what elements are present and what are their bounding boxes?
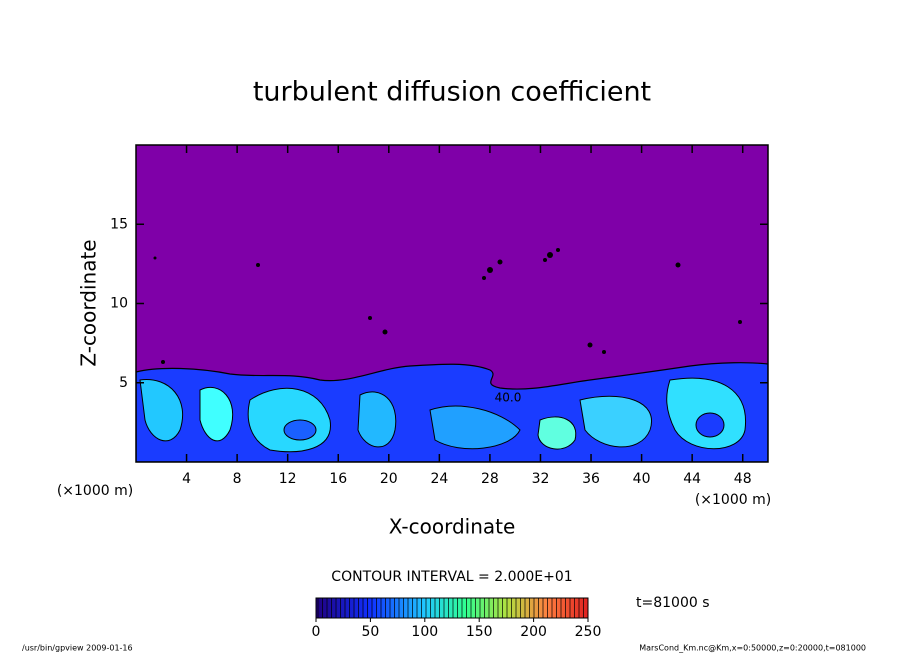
contour-interval: CONTOUR INTERVAL = 2.000E+01: [331, 569, 572, 585]
contour-label: 40.0: [495, 391, 522, 405]
colorbar-tick-label: 0: [312, 624, 321, 640]
x-tick-label: 44: [683, 471, 701, 487]
time-label: t=81000 s: [636, 595, 710, 611]
colorbar-tick-label: 200: [520, 624, 547, 640]
x-tick-label: 20: [380, 471, 398, 487]
x-unit: (×1000 m): [695, 492, 771, 508]
colorbar-tick-label: 150: [466, 624, 493, 640]
x-tick-label: 24: [430, 471, 448, 487]
x-tick-label: 28: [481, 471, 499, 487]
x-tick-label: 32: [532, 471, 550, 487]
colorbar-tick-label: 250: [575, 624, 602, 640]
x-axis-title: X-coordinate: [389, 515, 516, 539]
x-tick-label: 12: [279, 471, 297, 487]
y-unit: (×1000 m): [57, 483, 133, 499]
x-tick-label: 40: [633, 471, 651, 487]
chart-title: turbulent diffusion coefficient: [253, 77, 651, 108]
x-tick-label: 36: [582, 471, 600, 487]
x-tick-label: 48: [734, 471, 752, 487]
footer-right: MarsCond_Km.nc@Km,x=0:50000,z=0:20000,t=…: [639, 644, 866, 653]
y-tick-label: 5: [119, 375, 128, 391]
field: [136, 248, 768, 462]
y-axis-title: Z-coordinate: [77, 239, 101, 366]
x-tick-label: 8: [233, 471, 242, 487]
footer-left: /usr/bin/gpview 2009-01-16: [22, 644, 133, 653]
x-tick-label: 4: [182, 471, 191, 487]
colorbar-frame: [315, 597, 589, 619]
y-tick-label: 10: [110, 296, 128, 312]
x-tick-label: 16: [329, 471, 347, 487]
colorbar-tick-label: 100: [411, 624, 438, 640]
colorbar-tick-label: 50: [361, 624, 379, 640]
colorbar-lines: [317, 598, 584, 618]
y-tick-label: 15: [110, 216, 128, 232]
